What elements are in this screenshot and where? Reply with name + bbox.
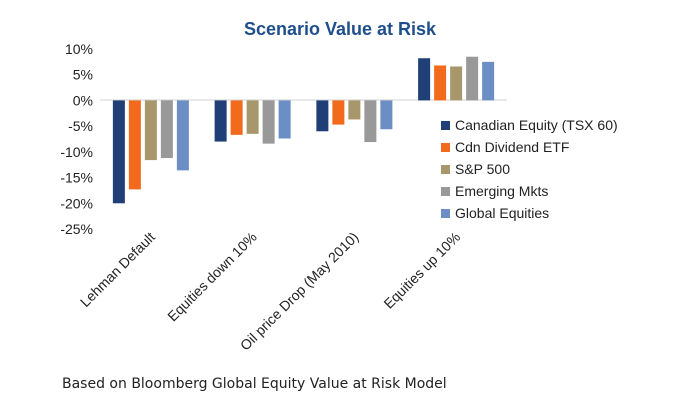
footnote: Based on Bloomberg Global Equity Value a…: [62, 376, 447, 392]
legend-label: Canadian Equity (TSX 60): [455, 117, 618, 133]
chart: Scenario Value at Risk 10% 5% 0% -5% -10% -15…: [60, 19, 618, 354]
x-category-label: Oil price Drop (May 2010): [237, 229, 362, 354]
y-tick-label: -10%: [60, 144, 93, 160]
y-tick-label: -25%: [60, 221, 93, 237]
legend-swatch: [441, 121, 450, 130]
x-category-label: Equities down 10%: [164, 229, 260, 325]
bar: [278, 100, 291, 139]
y-tick-label: -20%: [60, 195, 93, 211]
bar: [348, 100, 361, 120]
bar: [176, 100, 189, 171]
legend-swatch: [441, 209, 450, 218]
bar: [450, 66, 463, 101]
bar: [160, 100, 173, 159]
y-tick-label: 5%: [73, 67, 93, 83]
bar: [214, 100, 227, 142]
legend-label: S&P 500: [455, 161, 510, 177]
bar: [482, 61, 495, 101]
x-category-label: Lehman Default: [77, 229, 158, 310]
bar: [434, 65, 447, 101]
y-tick-label: -15%: [60, 170, 93, 186]
bar: [246, 100, 259, 134]
x-axis: Lehman Default Equities down 10%Oil price…: [77, 229, 463, 354]
bar: [466, 56, 479, 101]
bar: [332, 100, 345, 125]
bar: [262, 100, 275, 144]
legend-swatch: [441, 165, 450, 174]
y-tick-label: 0%: [73, 92, 93, 108]
bar: [128, 100, 141, 190]
bar: [316, 100, 329, 132]
legend-label: Emerging Mkts: [455, 183, 548, 199]
legend-label: Cdn Dividend ETF: [455, 139, 569, 155]
y-axis: 10% 5% 0% -5% -10% -15% -20% -25%: [60, 41, 93, 237]
y-tick-label: -5%: [68, 118, 93, 134]
legend-swatch: [441, 187, 450, 196]
bar: [364, 100, 377, 143]
bar: [418, 58, 431, 101]
bar: [230, 100, 243, 135]
legend-swatch: [441, 143, 450, 152]
legend: Canadian Equity (TSX 60) Cdn Dividend ETF…: [441, 117, 618, 221]
y-tick-label: 10%: [65, 41, 93, 57]
bar: [380, 100, 393, 130]
bar: [144, 100, 157, 161]
bar: [112, 100, 125, 204]
chart-title: Scenario Value at Risk: [244, 19, 437, 39]
bars: [112, 56, 495, 204]
x-category-label: Equities up 10%: [380, 229, 463, 312]
legend-label: Global Equities: [455, 205, 549, 221]
